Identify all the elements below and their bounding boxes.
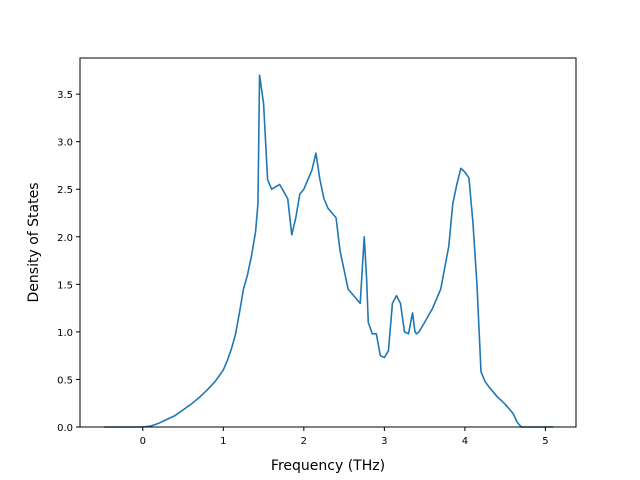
y-tick-label: 1.5 [57,280,73,291]
y-tick-label: 0.5 [57,375,73,386]
y-tick-label: 0.0 [57,423,73,434]
y-axis-label: Density of States [26,183,42,303]
axes-frame [79,57,577,428]
y-tick-label: 2.5 [57,185,73,196]
y-tick-label: 2.0 [57,233,73,244]
y-tick-label: 3.0 [57,138,73,149]
x-tick-label: 2 [301,436,307,447]
dos-series-line [104,74,554,428]
x-tick-label: 4 [462,436,468,447]
x-axis-label: Frequency (THz) [271,458,385,474]
y-tick-label: 3.5 [57,90,73,101]
y-tick-label: 1.0 [57,328,73,339]
x-tick-label: 5 [542,436,548,447]
x-tick-label: 3 [381,436,387,447]
x-tick-label: 1 [220,436,226,447]
x-tick-label: 0 [140,436,146,447]
plot-layer [104,74,554,428]
tick-layer: 0 1 2 3 4 5 0.0 0.5 1.0 1.5 2.0 2.5 3.0 3.5 [57,90,548,447]
